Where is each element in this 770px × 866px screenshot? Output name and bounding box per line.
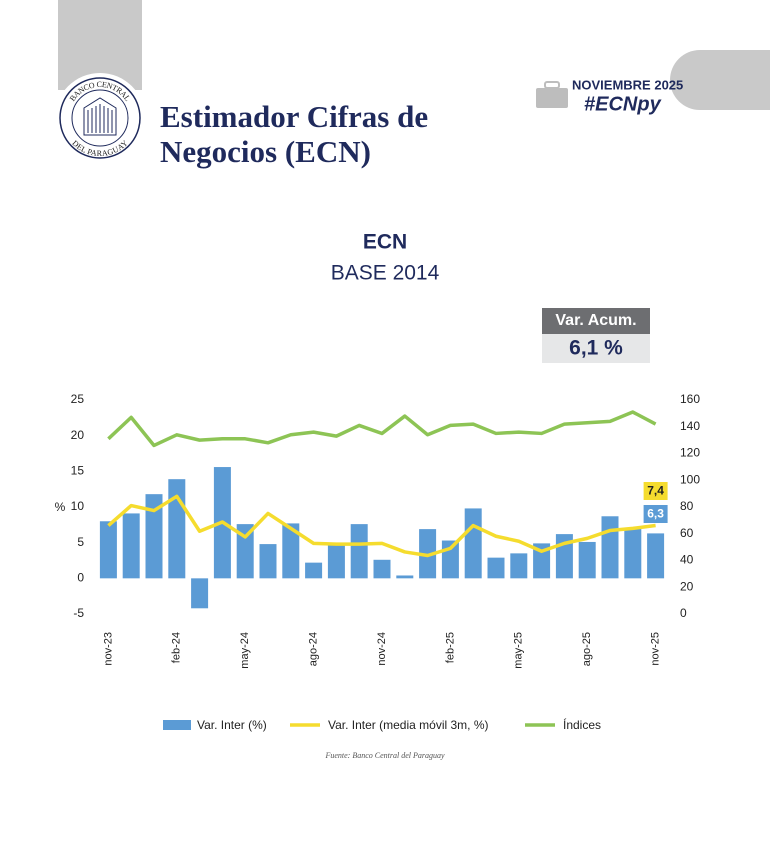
annotation-title: Var. Acum. (555, 312, 636, 329)
y-tick-label: 15 (71, 464, 85, 478)
bar (259, 544, 277, 579)
value-label: 7,4 (647, 484, 664, 498)
value-label-box (643, 505, 668, 523)
x-tick-label: nov-23 (102, 632, 114, 666)
y-tick-label: 0 (77, 571, 84, 585)
bar (236, 524, 254, 579)
title: Estimador Cifras de (160, 99, 428, 134)
y2-tick-label: 0 (680, 606, 687, 620)
x-tick-label: nov-24 (376, 632, 388, 666)
bar (396, 575, 414, 579)
legend-label: Índices (563, 717, 601, 732)
x-tick-label: feb-24 (171, 632, 183, 663)
y-tick-label: 25 (71, 392, 85, 406)
chart-title: ECN (363, 231, 407, 254)
x-tick-label: may-24 (239, 632, 251, 669)
bar (578, 541, 596, 579)
bar (99, 521, 117, 579)
value-label: 6,3 (647, 507, 664, 521)
briefcase-icon (536, 81, 568, 108)
x-tick-label: ago-24 (308, 632, 320, 666)
y2-tick-label: 20 (680, 579, 694, 593)
line (107, 410, 657, 448)
legend-swatch (163, 720, 191, 730)
annotation-body (542, 334, 650, 363)
bar (168, 479, 186, 579)
bar (533, 543, 551, 579)
bar (191, 578, 209, 609)
logo-ring (59, 77, 141, 159)
value-label-box (643, 482, 668, 500)
y2-tick-label: 140 (680, 419, 700, 433)
bar (350, 524, 368, 579)
y2-tick-label: 60 (680, 526, 694, 540)
bar (122, 513, 140, 579)
chart-subtitle: BASE 2014 (331, 262, 440, 285)
logo-building (83, 97, 117, 136)
y2-tick-label: 160 (680, 392, 700, 406)
bar (487, 557, 505, 579)
date: NOVIEMBRE 2025 (572, 77, 683, 92)
header-tab (670, 50, 770, 110)
y2-tick-label: 80 (680, 499, 694, 513)
source: Fuente: Banco Central del Paraguay (324, 751, 445, 760)
title: Negocios (ECN) (160, 134, 371, 169)
bar (624, 528, 642, 579)
bar (601, 516, 619, 579)
x-tick-label: feb-25 (444, 632, 456, 663)
line (107, 494, 656, 558)
hashtag: #ECNpy (584, 93, 662, 115)
x-tick-label: nov-25 (650, 632, 662, 666)
y2-tick-label: 40 (680, 553, 694, 567)
y-tick-label: -5 (73, 606, 84, 620)
y-tick-label: 5 (77, 535, 84, 549)
y2-tick-label: 120 (680, 446, 700, 460)
legend-label: Var. Inter (media móvil 3m, %) (328, 718, 489, 732)
bar (145, 494, 163, 579)
y-axis-label: % (55, 500, 66, 514)
x-tick-label: may-25 (513, 632, 525, 669)
bar (282, 523, 300, 579)
annotation-header (542, 308, 650, 334)
x-tick-label: ago-25 (581, 632, 593, 666)
y2-tick-label: 100 (680, 472, 700, 486)
annotation-text: 6,1 % (569, 337, 623, 360)
bar (510, 553, 528, 579)
legend-label: Var. Inter (%) (197, 718, 267, 732)
bar (305, 562, 323, 579)
y-tick-label: 20 (71, 428, 85, 442)
logo-ring (71, 89, 129, 147)
bar (647, 533, 665, 579)
bar (464, 508, 482, 579)
bar (327, 544, 345, 579)
y-tick-label: 10 (71, 499, 85, 513)
bar (373, 559, 391, 579)
